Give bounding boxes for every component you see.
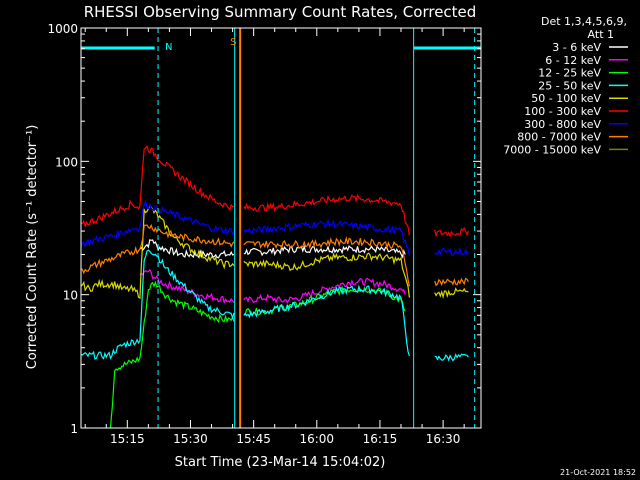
y-axis-label: Corrected Count Rate (s⁻¹ detector⁻¹)	[25, 125, 40, 370]
generation-timestamp: 21-Oct-2021 18:52	[560, 468, 636, 477]
y-tick-label: 1000	[47, 22, 78, 36]
legend-header: Det 1,3,4,5,6,9,	[541, 15, 627, 28]
axes: 15:15 15:30 15:45 16:00 16:15 16:30 1 10 100 1000	[47, 22, 481, 446]
x-tick-label: 16:00	[299, 432, 334, 446]
night-label: N	[165, 42, 172, 53]
legend-label: 50 - 100 keV	[531, 92, 601, 105]
x-tick-label: 16:15	[363, 432, 398, 446]
series-line-4	[80, 204, 469, 300]
x-axis-label: Start Time (23-Mar-14 15:04:02)	[175, 455, 386, 470]
saa-label: S	[230, 37, 236, 48]
series-line-3	[80, 249, 469, 362]
legend-label: 300 - 800 keV	[524, 118, 601, 131]
legend-label: 3 - 6 keV	[552, 41, 601, 54]
legend-label: 6 - 12 keV	[545, 54, 601, 67]
x-tick-label: 15:45	[236, 432, 271, 446]
y-tick-label: 100	[55, 155, 78, 169]
series-line-6	[80, 199, 469, 257]
legend-label: 12 - 25 keV	[538, 67, 601, 80]
plot-frame	[80, 27, 482, 429]
series-line-0	[139, 239, 406, 259]
series-line-5	[80, 144, 469, 238]
legend-label: 25 - 50 keV	[538, 79, 601, 92]
series-line-1	[139, 268, 406, 305]
legend-label: 100 - 300 keV	[524, 105, 601, 118]
x-tick-label: 15:30	[173, 432, 208, 446]
legend-label: 7000 - 15000 keV	[503, 143, 601, 156]
series-lines	[80, 144, 469, 429]
series-line-7	[80, 223, 469, 287]
x-tick-label: 15:15	[110, 432, 145, 446]
x-tick-label: 16:30	[426, 432, 461, 446]
chart-title: RHESSI Observing Summary Count Rates, Co…	[84, 3, 477, 21]
y-tick-label: 10	[63, 289, 78, 303]
legend-subheader: Att 1	[588, 28, 614, 41]
y-tick-label: 1	[70, 422, 78, 436]
legend-label: 800 - 7000 keV	[517, 131, 601, 144]
data-gap	[234, 29, 244, 427]
series-line-2	[109, 280, 406, 429]
